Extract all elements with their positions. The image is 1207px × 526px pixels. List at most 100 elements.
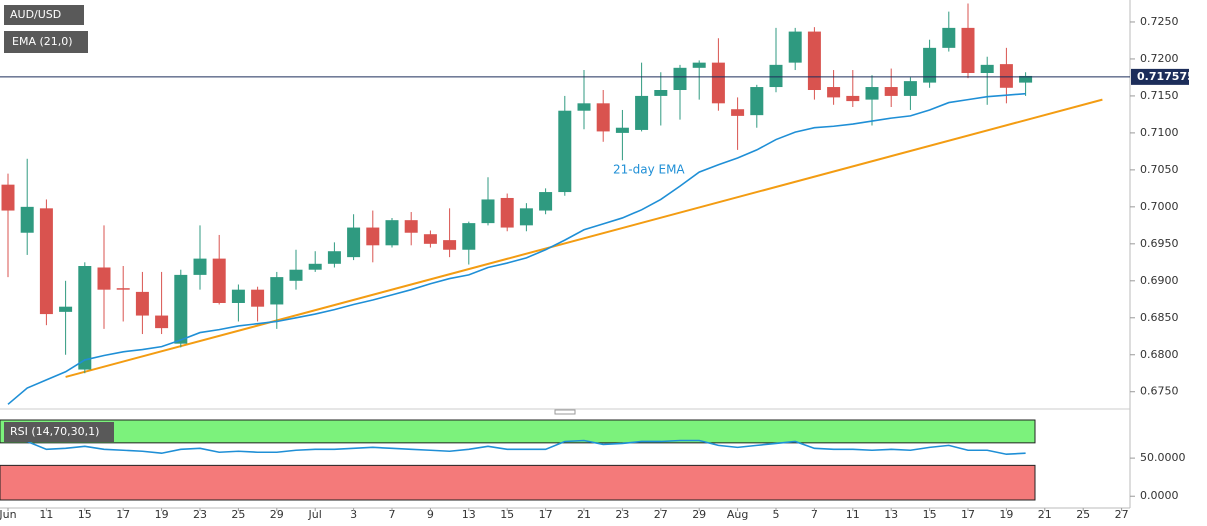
y-tick-label: 0.6950 bbox=[1140, 237, 1179, 250]
candle-body bbox=[961, 27, 975, 73]
symbol-box bbox=[4, 5, 84, 25]
candle-body bbox=[615, 127, 629, 133]
candle-body bbox=[558, 110, 572, 193]
candle-body bbox=[20, 206, 34, 233]
candle-body bbox=[135, 291, 149, 316]
ema-line bbox=[7, 92, 1026, 405]
candle-body bbox=[903, 81, 917, 96]
x-tick-label: 11 bbox=[39, 508, 53, 521]
x-tick-label: 7 bbox=[389, 508, 396, 521]
x-tick-label: Jul bbox=[308, 508, 322, 521]
x-tick-label: 15 bbox=[500, 508, 514, 521]
candle-body bbox=[385, 220, 399, 246]
candle-body bbox=[692, 62, 706, 68]
x-tick-label: Jun bbox=[0, 508, 17, 521]
x-tick-label: 17 bbox=[116, 508, 130, 521]
candle-body bbox=[807, 31, 821, 91]
ema-legend-box bbox=[4, 31, 88, 53]
x-tick-label: 13 bbox=[884, 508, 898, 521]
x-tick-label: 27 bbox=[654, 508, 668, 521]
candle-body bbox=[423, 234, 437, 244]
candle-body bbox=[539, 192, 553, 211]
y-tick-label: 50.0000 bbox=[1140, 451, 1186, 464]
candle-body bbox=[193, 258, 207, 275]
x-tick-label: 19 bbox=[155, 508, 169, 521]
trendline bbox=[65, 98, 1103, 378]
candle-body bbox=[519, 208, 533, 226]
candle-body bbox=[59, 306, 73, 312]
candle-body bbox=[827, 87, 841, 98]
candle-body bbox=[596, 103, 610, 132]
candle-body bbox=[750, 87, 764, 116]
candle-body bbox=[1019, 75, 1033, 83]
x-tick-label: 17 bbox=[539, 508, 553, 521]
y-tick-label: 0.0000 bbox=[1140, 489, 1179, 502]
x-tick-label: 29 bbox=[270, 508, 284, 521]
y-tick-label: 0.6850 bbox=[1140, 311, 1179, 324]
candle-body bbox=[942, 27, 956, 48]
x-tick-label: 9 bbox=[427, 508, 434, 521]
y-tick-label: 0.7200 bbox=[1140, 52, 1179, 65]
y-tick-label: 0.7250 bbox=[1140, 15, 1179, 28]
candle-body bbox=[462, 223, 476, 250]
chart-title: AUD/USD bbox=[10, 8, 61, 21]
candle-body bbox=[270, 277, 284, 305]
rsi-line bbox=[7, 438, 1026, 456]
x-tick-label: 11 bbox=[846, 508, 860, 521]
x-tick-label: Aug bbox=[727, 508, 748, 521]
candle-body bbox=[366, 227, 380, 246]
x-tick-label: 15 bbox=[923, 508, 937, 521]
y-tick-label: 0.6750 bbox=[1140, 385, 1179, 398]
x-tick-label: 21 bbox=[1038, 508, 1052, 521]
y-tick-label: 0.7000 bbox=[1140, 200, 1179, 213]
x-tick-label: 19 bbox=[999, 508, 1013, 521]
y-tick-label: 0.6800 bbox=[1140, 348, 1179, 361]
overbought-zone bbox=[0, 419, 1036, 444]
x-tick-label: 7 bbox=[811, 508, 818, 521]
candle-body bbox=[635, 95, 649, 130]
x-tick-label: 5 bbox=[773, 508, 780, 521]
candle-body bbox=[711, 62, 725, 104]
candle-body bbox=[1, 184, 15, 211]
candle-body bbox=[251, 289, 265, 307]
x-tick-label: 27 bbox=[1115, 508, 1129, 521]
x-tick-label: 25 bbox=[1076, 508, 1090, 521]
x-tick-label: 21 bbox=[577, 508, 591, 521]
y-tick-label: 0.7150 bbox=[1140, 89, 1179, 102]
candle-body bbox=[673, 67, 687, 91]
x-tick-label: 25 bbox=[231, 508, 245, 521]
x-tick-label: 23 bbox=[193, 508, 207, 521]
legend-entry: RSI (14,70,30,1) bbox=[10, 425, 99, 438]
candle-body bbox=[308, 263, 322, 270]
candle-body bbox=[500, 197, 514, 228]
x-tick-label: 23 bbox=[615, 508, 629, 521]
candle-body bbox=[846, 95, 860, 102]
candle-body bbox=[481, 199, 495, 224]
candle-body bbox=[404, 220, 418, 233]
x-tick-label: 3 bbox=[350, 508, 357, 521]
pane-handle[interactable] bbox=[554, 409, 576, 415]
candle-body bbox=[923, 47, 937, 83]
candle-body bbox=[116, 288, 130, 290]
candle-body bbox=[78, 266, 92, 370]
candle-body bbox=[769, 64, 783, 88]
x-tick-label: 29 bbox=[692, 508, 706, 521]
candle-body bbox=[654, 90, 668, 96]
candle-body bbox=[347, 227, 361, 258]
y-tick-label: 0.7050 bbox=[1140, 163, 1179, 176]
x-tick-label: 17 bbox=[961, 508, 975, 521]
last-price-box bbox=[1131, 68, 1189, 85]
legend-entry: EMA (21,0) bbox=[12, 35, 73, 48]
oversold-zone bbox=[0, 464, 1036, 501]
annotation: 21-day EMA bbox=[613, 163, 685, 177]
candle-body bbox=[97, 267, 111, 290]
y-tick-label: 0.6900 bbox=[1140, 274, 1179, 287]
candle-body bbox=[980, 64, 994, 73]
x-tick-label: 15 bbox=[78, 508, 92, 521]
candle-body bbox=[865, 87, 879, 100]
candle-body bbox=[231, 289, 245, 303]
candle-body bbox=[155, 315, 169, 329]
candle-body bbox=[212, 258, 226, 303]
